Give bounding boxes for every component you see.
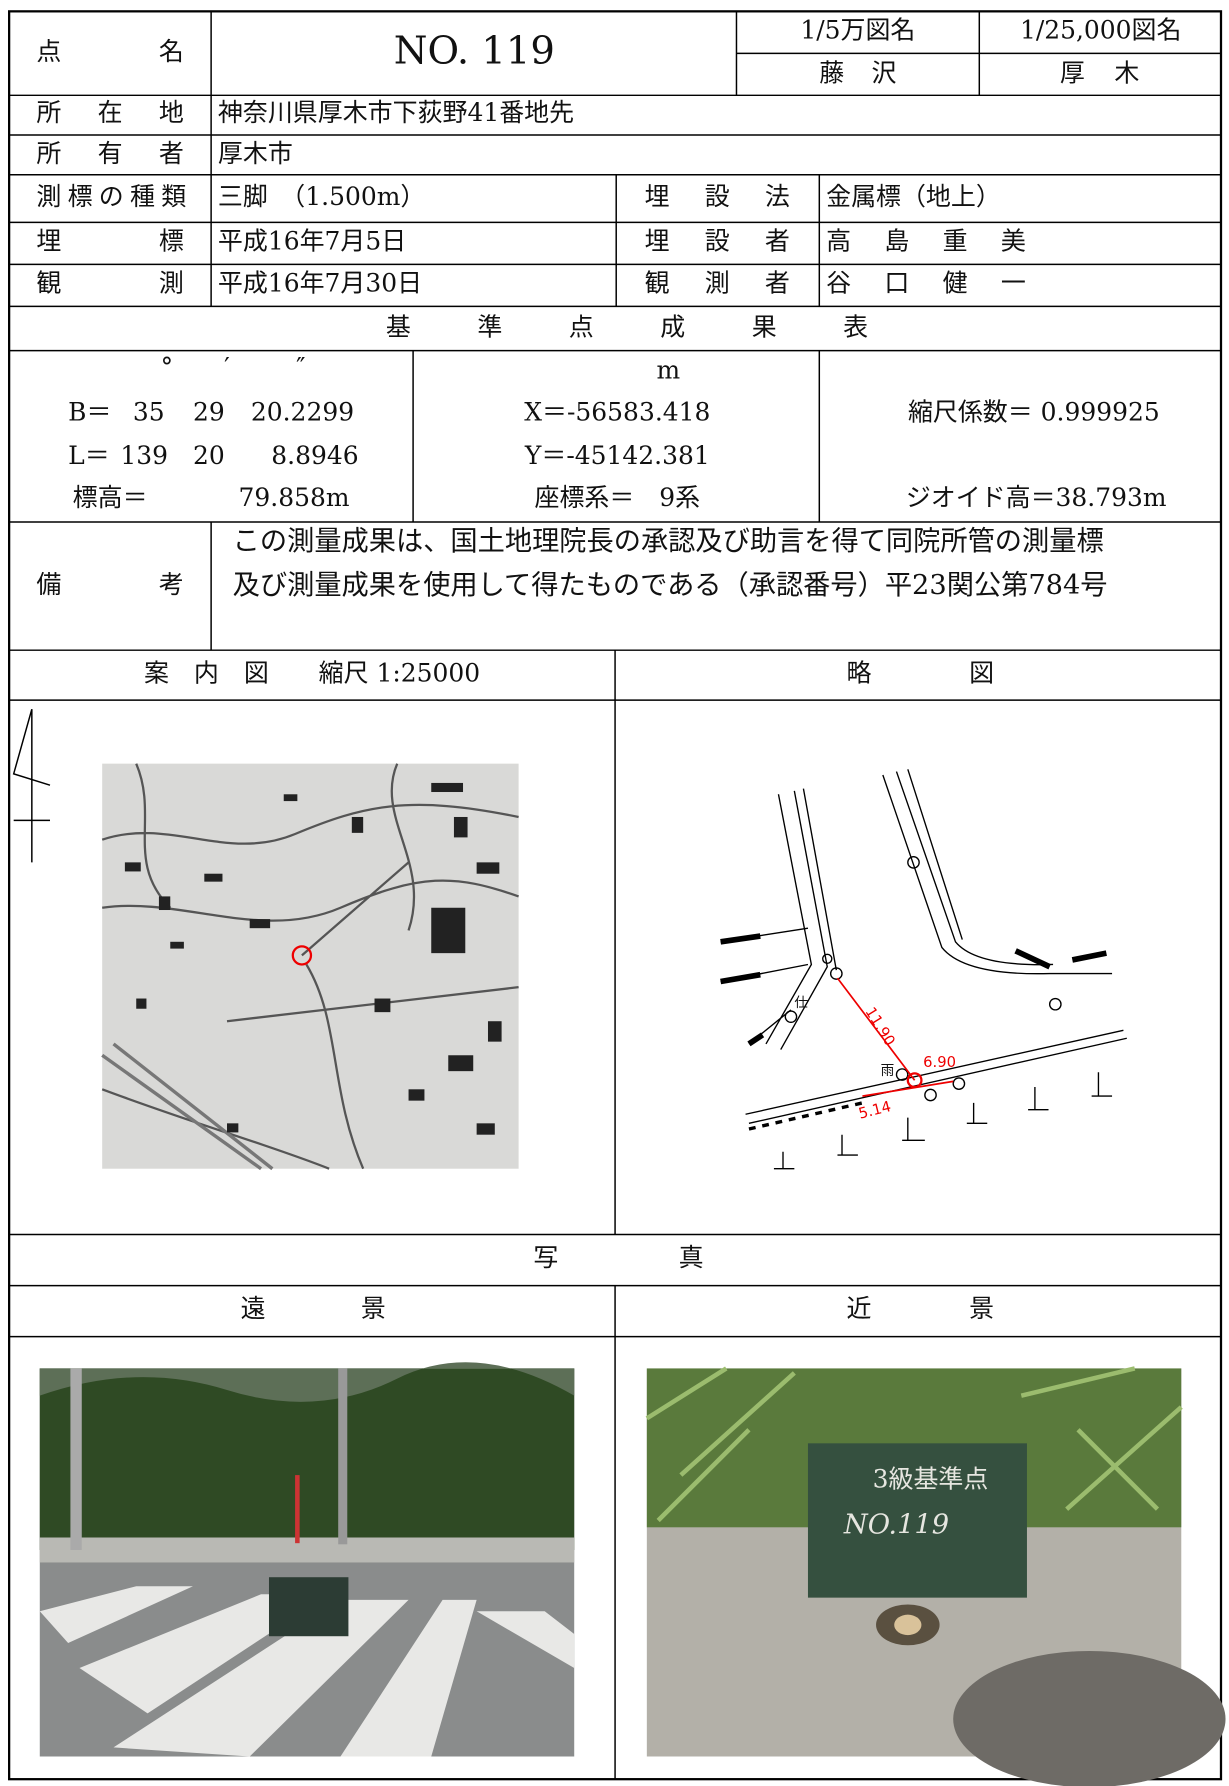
marker-type-value: 三脚 （1.500m） — [218, 182, 425, 211]
map-25k-label: 1/25,000図名 — [1020, 15, 1182, 44]
marker-type-label: 測標の種類 — [36, 182, 186, 211]
north-arrow — [12, 708, 51, 863]
lat-deg: 35 — [133, 398, 165, 427]
burial-value: 平成16年7月5日 — [218, 226, 406, 255]
observation-label: 観測 — [36, 268, 184, 297]
board-text: NO.119 — [843, 1510, 949, 1541]
scale-factor: 縮尺係数＝ 0.999925 — [908, 398, 1160, 427]
x-coordinate: X＝-56583.418 — [524, 398, 710, 427]
sketch-distance: 11.90 — [861, 1004, 898, 1049]
height-label: 標高＝ — [73, 483, 148, 512]
near-view-photo: 3級基準点 NO.119 — [645, 1366, 1226, 1786]
sketch-distance: 5.14 — [857, 1098, 893, 1122]
map-50k-value: 藤沢 — [819, 58, 896, 87]
table-grid — [8, 10, 1223, 1781]
guide-map-title: 案 内 図 縮尺 1:25000 — [144, 659, 480, 688]
lon-sec: 8.8946 — [271, 441, 358, 470]
map-50k-label: 1/5万図名 — [800, 15, 915, 44]
lat-sec: 20.2299 — [251, 398, 354, 427]
location-label: 所在地 — [36, 98, 184, 127]
far-view-title: 遠景 — [241, 1294, 386, 1323]
lat-min: 29 — [193, 398, 225, 427]
height-value: 79.858m — [239, 483, 350, 512]
photos-title: 写真 — [533, 1243, 703, 1272]
owner-value: 厚木市 — [218, 139, 293, 168]
y-coordinate: Y＝-45142.381 — [524, 441, 710, 470]
map-25k-value: 厚木 — [1060, 58, 1139, 87]
burial-method-value: 金属標（地上） — [826, 182, 1001, 211]
sketch-label: 雨 — [881, 1063, 895, 1079]
near-view-title: 近景 — [847, 1294, 995, 1323]
xy-unit: m — [657, 356, 681, 385]
point-label: 点名 — [36, 37, 184, 66]
remarks-label: 備考 — [36, 570, 184, 599]
sketch-title: 略図 — [847, 659, 995, 688]
sketch-distance: 6.90 — [923, 1054, 956, 1071]
observation-value: 平成16年7月30日 — [218, 268, 422, 297]
burial-label: 埋標 — [36, 226, 184, 255]
deg-unit: ° — [161, 352, 173, 381]
results-title: 基準点成果表 — [386, 313, 868, 342]
remarks-line: 及び測量成果を使用して得たものである（承認番号）平23関公第784号 — [233, 570, 1108, 601]
lon-label: L＝ — [68, 441, 110, 470]
lon-deg: 139 — [120, 441, 168, 470]
observer-label: 観測者 — [645, 268, 790, 297]
owner-label: 所有者 — [36, 139, 184, 168]
board-text: 3級基準点 — [873, 1464, 989, 1493]
remarks-line: この測量成果は、国土地理院長の承認及び助言を得て同院所管の測量標 — [233, 526, 1104, 557]
min-unit: ′ — [224, 352, 230, 381]
point-value: NO. 119 — [394, 28, 555, 73]
burier-label: 埋設者 — [645, 226, 790, 255]
lon-min: 20 — [193, 441, 225, 470]
sketch-label: 仕 — [794, 995, 808, 1011]
burial-method-label: 埋設法 — [645, 182, 790, 211]
guide-map-image — [101, 763, 519, 1171]
coord-system: 座標系＝ 9系 — [535, 483, 701, 512]
far-view-photo — [39, 1362, 575, 1757]
sketch-diagram: 11.90 6.90 5.14 雨 仕 — [720, 769, 1127, 1170]
geoid-height: ジオイド高＝38.793m — [906, 483, 1167, 512]
observer-value: 谷口健一 — [826, 268, 1026, 297]
location-value: 神奈川県厚木市下荻野41番地先 — [218, 98, 574, 127]
burier-value: 高島重美 — [826, 226, 1026, 255]
sec-unit: ″ — [296, 352, 305, 381]
lat-label: B＝ — [68, 398, 111, 427]
